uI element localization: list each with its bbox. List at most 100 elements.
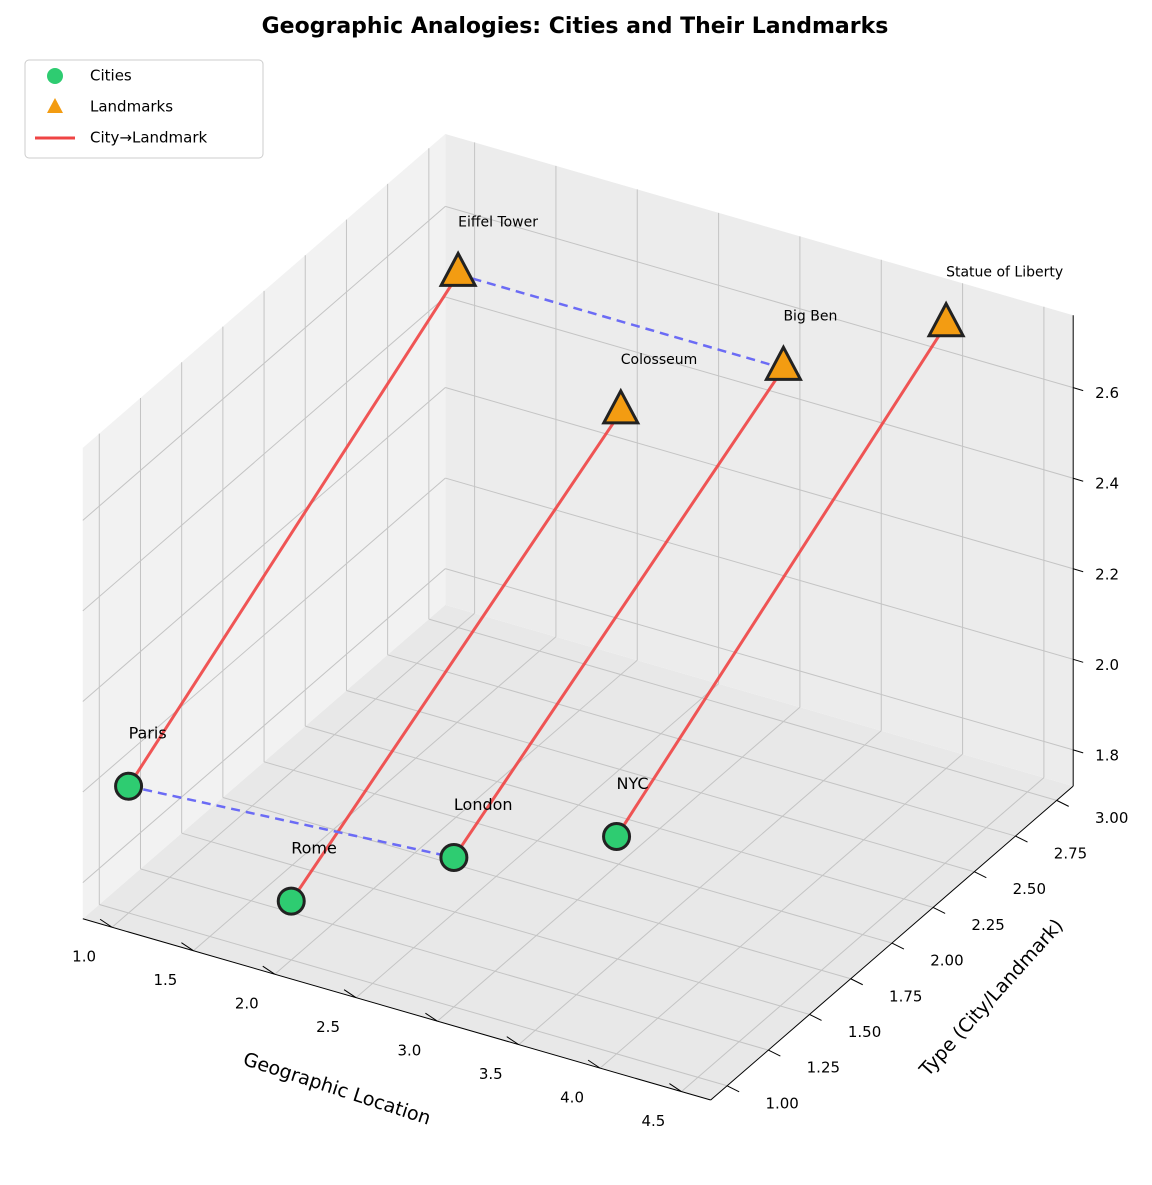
grid-line (428, 618, 1057, 801)
y-tick-label: 1.50 (848, 1023, 881, 1041)
plot-area: 1.0 1.5 2.0 2.5 3.0 3.5 4.0 4.5 1.00 1.25 1.50 1.75… (72, 133, 1152, 1130)
tick-mark (1073, 477, 1084, 482)
grid-line (222, 797, 851, 980)
tick-mark (1073, 387, 1084, 392)
y-axis-label: Type (City/Landmark) (915, 915, 1068, 1082)
tick-mark (99, 918, 113, 928)
axis-line (82, 918, 711, 1101)
tick-mark (669, 1083, 682, 1093)
y-tick-label: 1.75 (889, 987, 922, 1005)
z-tick-label: 2.0 (1095, 656, 1119, 674)
y-tick-label: 2.00 (930, 952, 963, 970)
x-tick-label: 2.0 (235, 995, 259, 1013)
tick-mark (726, 1085, 740, 1093)
axis-line (710, 785, 1074, 1101)
grid-line (140, 868, 769, 1051)
analogy-line (128, 784, 455, 859)
legend: Cities Landmarks City→Landmark (24, 59, 264, 159)
z-tick-label: 2.6 (1095, 384, 1119, 402)
city-marker (439, 842, 469, 872)
z-tick-label: 1.8 (1095, 746, 1119, 764)
grid-line (445, 205, 1074, 389)
grid-line (445, 387, 1074, 570)
x-tick-label: 4.5 (641, 1112, 665, 1130)
y-tick-label: 2.75 (1054, 845, 1087, 863)
legend-label: City→Landmark (90, 129, 208, 147)
tick-mark (587, 1059, 601, 1069)
legend-label: Cities (90, 67, 132, 85)
tick-mark (809, 1013, 822, 1021)
y-tick-label: 2.50 (1013, 880, 1046, 898)
city-marker (114, 771, 144, 801)
y-tick-label: 1.25 (807, 1059, 840, 1077)
x-tick-label: 2.5 (316, 1018, 340, 1036)
connection-line (452, 367, 785, 859)
point-label: Statue of Liberty (946, 265, 1063, 281)
grid-line (305, 725, 934, 908)
connection-line (615, 323, 948, 838)
tick-mark (1073, 749, 1084, 754)
grid-line (445, 477, 1074, 660)
grid-line (346, 689, 975, 873)
point-label: Eiffel Tower (458, 214, 538, 230)
tick-mark (506, 1036, 520, 1046)
tick-mark (343, 989, 357, 999)
tick-mark (850, 978, 863, 986)
y-tick-label: 3.00 (1095, 809, 1128, 827)
legend-label: Landmarks (90, 98, 173, 116)
city-marker (276, 886, 306, 916)
x-tick-label: 4.0 (560, 1089, 584, 1107)
legend-marker (47, 68, 63, 84)
grid-line (82, 387, 446, 702)
tick-mark (932, 906, 946, 914)
y-tick-label: 1.00 (765, 1094, 798, 1112)
tick-mark (425, 1012, 438, 1022)
tick-mark (891, 942, 905, 950)
z-tick-label: 2.2 (1095, 565, 1119, 583)
pane-back (445, 133, 1074, 787)
legend-marker (47, 98, 63, 113)
grid-line (263, 761, 893, 944)
connection-line (127, 273, 460, 788)
tick-mark (974, 871, 987, 879)
landmark-marker (763, 344, 803, 381)
landmark-marker (926, 300, 966, 338)
grid-line (99, 904, 728, 1087)
x-tick-label: 1.5 (153, 971, 177, 989)
analogy-line (457, 273, 784, 370)
y-tick-label: 2.25 (971, 916, 1004, 934)
tick-mark (262, 965, 276, 975)
point-label: London (454, 795, 513, 814)
grid-line (82, 206, 446, 521)
tick-mark (1015, 835, 1028, 843)
city-marker (602, 822, 632, 852)
tick-mark (181, 942, 194, 952)
grid-line (82, 296, 446, 612)
landmark-marker (601, 387, 641, 425)
tick-mark (1073, 568, 1084, 573)
chart-title: Geographic Analogies: Cities and Their L… (262, 14, 889, 39)
point-label: NYC (617, 774, 649, 793)
x-tick-label: 3.0 (397, 1042, 421, 1060)
tick-mark (1056, 799, 1069, 807)
z-axis-label: Global Fame (1148, 492, 1152, 610)
x-axis-label: Geographic Location (240, 1048, 433, 1129)
x-tick-label: 1.0 (72, 948, 96, 966)
landmark-marker (438, 250, 478, 287)
point-label: Big Ben (783, 308, 837, 324)
x-tick-label: 3.5 (479, 1065, 503, 1083)
connection-line (289, 411, 623, 902)
legend-box (24, 59, 264, 159)
grid-line (181, 832, 810, 1015)
grid-line (82, 568, 446, 883)
grid-line (387, 654, 1016, 837)
tick-mark (768, 1049, 781, 1057)
z-tick-label: 2.4 (1095, 475, 1119, 493)
point-label: Colosseum (621, 352, 698, 368)
tick-mark (1073, 658, 1084, 663)
grid-line (82, 477, 446, 793)
grid-line (445, 296, 1074, 479)
point-label: Paris (129, 724, 167, 743)
point-label: Rome (291, 839, 337, 858)
